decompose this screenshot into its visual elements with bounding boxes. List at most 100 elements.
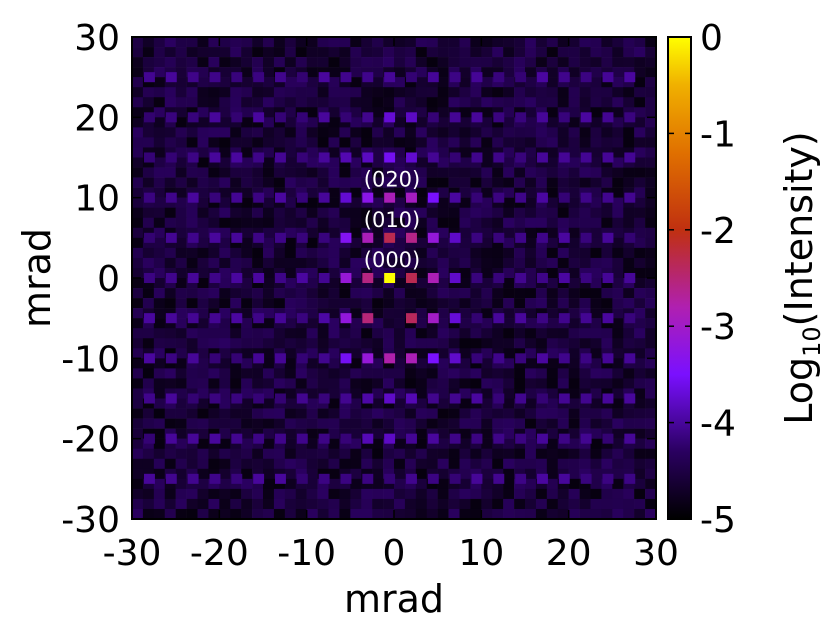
heatmap-cell [350, 448, 362, 460]
heatmap-cell [426, 458, 438, 470]
heatmap-cell [142, 458, 155, 470]
heatmap-cell [252, 328, 264, 339]
heatmap-cell [590, 137, 602, 148]
heatmap-cell [317, 137, 329, 148]
heatmap-cell [241, 418, 253, 429]
heatmap-cell [241, 97, 253, 108]
heatmap-cell [263, 458, 275, 470]
heatmap-cell [437, 137, 449, 148]
heatmap-cell [525, 247, 537, 259]
heatmap-cell [612, 137, 624, 148]
heatmap-cell [339, 47, 351, 58]
heatmap-cell [153, 77, 166, 88]
heatmap-cell [252, 37, 264, 48]
heatmap-cell [175, 348, 187, 359]
heatmap-cell [634, 237, 646, 249]
heatmap-cell [328, 107, 340, 118]
heatmap-cell [153, 338, 166, 349]
heatmap-cell [230, 177, 242, 188]
heatmap-cell [459, 488, 471, 500]
heatmap-cell [197, 57, 209, 68]
heatmap-cell [339, 478, 351, 490]
heatmap-cell [492, 207, 504, 219]
heatmap-cell [263, 177, 275, 188]
heatmap-cell [470, 458, 482, 470]
heatmap-cell [208, 418, 220, 429]
heatmap-cell [579, 47, 591, 58]
heatmap-cell [252, 137, 264, 148]
peak-spot [231, 433, 243, 444]
heatmap-cell [197, 237, 209, 249]
heatmap-cell [175, 147, 187, 158]
heatmap-cell [437, 257, 449, 269]
heatmap-cell [263, 107, 275, 118]
heatmap-cell [394, 388, 406, 399]
heatmap-cell [535, 47, 548, 58]
peak-spot [362, 232, 374, 243]
heatmap-cell [492, 448, 504, 460]
heatmap-cell [132, 157, 144, 168]
heatmap-cell [328, 498, 340, 510]
heatmap-cell [492, 217, 504, 229]
heatmap-cell [634, 37, 646, 48]
heatmap-cell [186, 237, 198, 249]
heatmap-cell [514, 328, 526, 339]
heatmap-cell [241, 438, 253, 450]
heatmap-cell [208, 288, 220, 299]
heatmap-cell [481, 338, 493, 349]
heatmap-cell [645, 147, 657, 158]
heatmap-cell [525, 438, 537, 450]
peak-spot [602, 72, 614, 83]
heatmap-cell [328, 227, 340, 239]
heatmap-cell [306, 57, 318, 68]
heatmap-cell [383, 508, 395, 520]
peak-spot [449, 433, 461, 444]
heatmap-cell [448, 438, 460, 450]
heatmap-cell [317, 338, 329, 349]
heatmap-cell [492, 288, 504, 299]
heatmap-cell [448, 217, 460, 229]
heatmap-cell [590, 67, 602, 78]
peak-spot [275, 433, 286, 444]
heatmap-cell [568, 358, 580, 369]
heatmap-cell [153, 448, 166, 460]
heatmap-cell [535, 127, 548, 138]
heatmap-cell [601, 217, 613, 229]
heatmap-cell [361, 117, 373, 128]
heatmap-cell [142, 408, 155, 419]
peak-spot [231, 473, 243, 484]
heatmap-cell [415, 177, 428, 188]
heatmap-cell [514, 127, 526, 138]
heatmap-cell [132, 267, 144, 279]
heatmap-cell [546, 227, 559, 239]
heatmap-cell [634, 488, 646, 500]
heatmap-cell [372, 267, 384, 279]
heatmap-cell [415, 157, 428, 168]
heatmap-cell [219, 247, 231, 259]
heatmap-cell [623, 117, 635, 128]
heatmap-cell [546, 368, 559, 379]
heatmap-cell [404, 177, 417, 188]
heatmap-cell [525, 37, 537, 48]
heatmap-cell [142, 257, 155, 269]
heatmap-cell [590, 167, 602, 178]
heatmap-cell [132, 197, 144, 209]
heatmap-cell [164, 197, 176, 209]
heatmap-cell [317, 498, 329, 510]
heatmap-cell [383, 57, 395, 68]
heatmap-cell [492, 318, 504, 329]
heatmap-cell [273, 217, 286, 229]
heatmap-cell [623, 137, 635, 148]
heatmap-cell [415, 257, 428, 269]
heatmap-cell [601, 47, 613, 58]
heatmap-cell [645, 318, 657, 329]
heatmap-cell [284, 167, 297, 178]
heatmap-cell [448, 498, 460, 510]
heatmap-cell [208, 488, 220, 500]
heatmap-cell [525, 468, 537, 480]
peak-spot [318, 473, 330, 484]
heatmap-cell [241, 468, 253, 480]
heatmap-cell [525, 508, 537, 520]
heatmap-cell [263, 438, 275, 450]
heatmap-cell [590, 438, 602, 450]
